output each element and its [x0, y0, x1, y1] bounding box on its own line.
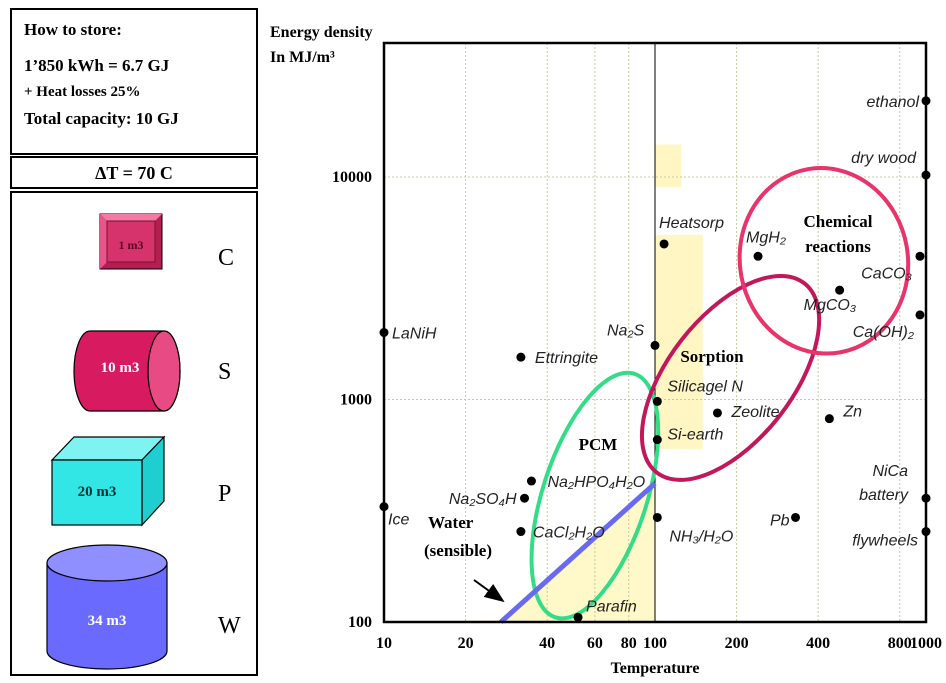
plot-frame — [382, 41, 928, 624]
sorption-region — [639, 273, 822, 482]
data-point-label: NH₃/H₂O — [669, 528, 733, 545]
data-point-label: ethanol — [867, 94, 920, 111]
y-tick-label: 1000 — [340, 391, 372, 408]
data-point-label: CaCl₂H₂O — [533, 525, 605, 542]
data-point — [915, 310, 925, 320]
volume-label-w: 34 m3 — [87, 613, 127, 629]
data-point — [573, 612, 583, 622]
data-point-label: Silicagel N — [667, 378, 743, 395]
data-point — [915, 251, 925, 261]
data-point-label: NiCa — [872, 463, 908, 480]
data-point-label: MgCO₃ — [804, 297, 857, 314]
legend-letter-w: W — [218, 613, 241, 639]
chemical-reactions-label: Chemical — [804, 212, 873, 231]
sorption-label: Sorption — [680, 347, 744, 366]
data-point-label: Zeolite — [730, 404, 779, 421]
data-point — [652, 435, 662, 445]
legend-letter-p: P — [218, 481, 232, 507]
data-point — [650, 340, 660, 350]
data-point — [652, 396, 662, 406]
volume-shapes — [46, 213, 181, 670]
chemical-reactions-region — [737, 166, 911, 356]
data-point — [824, 414, 834, 424]
chemical-reactions-label: reactions — [805, 237, 871, 256]
legend-letter-c: C — [218, 245, 235, 271]
delta-t-box: ΔT = 70 C — [10, 156, 258, 189]
data-point — [753, 251, 763, 261]
data-point-label: CaCO₃ — [861, 265, 912, 282]
data-point-label: Si-earth — [667, 427, 723, 444]
water-sensible-label: Water — [428, 513, 474, 532]
info-energy: 1’850 kWh = 6.7 GJ — [24, 56, 170, 75]
x-tick-label: 800 — [888, 635, 912, 652]
x-tick-label: 60 — [587, 635, 603, 652]
data-point — [526, 476, 536, 486]
data-point — [659, 239, 669, 249]
data-point-label: MgH₂ — [746, 229, 786, 246]
x-tick-label: 400 — [806, 635, 830, 652]
data-point-label: Heatsorp — [659, 215, 724, 232]
data-point — [520, 493, 530, 503]
data-point-label: Parafin — [586, 598, 637, 615]
data-point — [516, 352, 526, 362]
info-heading: How to store: — [24, 20, 122, 39]
data-point-label: LaNiH — [392, 326, 437, 343]
water-arrow — [473, 579, 505, 603]
y-axis-label-line1: Energy density — [270, 24, 373, 41]
x-axis-label: Temperature — [611, 660, 700, 677]
data-point — [835, 285, 845, 295]
data-point-label: dry wood — [851, 150, 917, 167]
data-point-label: Na₂HPO₄H₂O — [547, 474, 645, 491]
y-axis-label-line2: In MJ/m³ — [270, 49, 335, 66]
data-point-label: battery — [859, 487, 909, 504]
delta-t-label: ΔT = 70 C — [95, 163, 173, 183]
x-tick-label: 100 — [643, 635, 667, 652]
sensible-water-line — [499, 481, 657, 624]
volume-label-s: 10 m3 — [100, 360, 140, 376]
storage-info-box: How to store: 1’850 kWh = 6.7 GJ + Heat … — [10, 8, 258, 155]
horizontal-cylinder-shape — [73, 330, 181, 412]
info-capacity: Total capacity: 10 GJ — [24, 109, 179, 128]
y-tick-label: 10000 — [332, 169, 372, 186]
data-point — [712, 408, 722, 418]
data-point — [652, 512, 662, 522]
pcm-label: PCM — [579, 435, 618, 454]
x-tick-label: 80 — [621, 635, 637, 652]
regions: PCM Sorption Chemical reactions Water (sensib… — [424, 166, 911, 624]
box-shape — [50, 435, 166, 527]
data-point — [516, 527, 526, 537]
legend-letter-s: S — [218, 359, 232, 385]
data-point-label: Pb — [770, 512, 790, 529]
volume-label-p: 20 m3 — [77, 484, 117, 500]
x-tick-label: 200 — [725, 635, 749, 652]
data-point-label: Ettringite — [535, 350, 598, 367]
data-point-label: Na₂S — [607, 322, 645, 339]
storage-volume-legend: 1 m3 10 m3 20 m3 34 m3 C S P W — [10, 191, 258, 676]
x-tick-label: 40 — [539, 635, 555, 652]
cube-shape — [99, 213, 163, 270]
vertical-cylinder-shape — [46, 544, 168, 670]
x-tick-label: 1000 — [910, 635, 942, 652]
y-tick-label: 100 — [348, 614, 372, 631]
info-losses: + Heat losses 25% — [24, 84, 141, 100]
pcm-region — [529, 370, 661, 621]
data-point-label: Ice — [388, 512, 409, 529]
x-tick-label: 20 — [458, 635, 474, 652]
data-point-label: Ca(OH)₂ — [853, 324, 914, 341]
volume-label-c: 1 m3 — [118, 238, 144, 252]
water-sensible-label: (sensible) — [424, 541, 492, 560]
data-point-label: Na₂SO₄H — [449, 491, 517, 508]
data-point — [791, 512, 801, 522]
data-point-label: flywheels — [852, 533, 918, 550]
data-point-label: Zn — [842, 404, 862, 421]
highlight-region-fill — [655, 144, 682, 188]
x-tick-label: 10 — [376, 635, 392, 652]
